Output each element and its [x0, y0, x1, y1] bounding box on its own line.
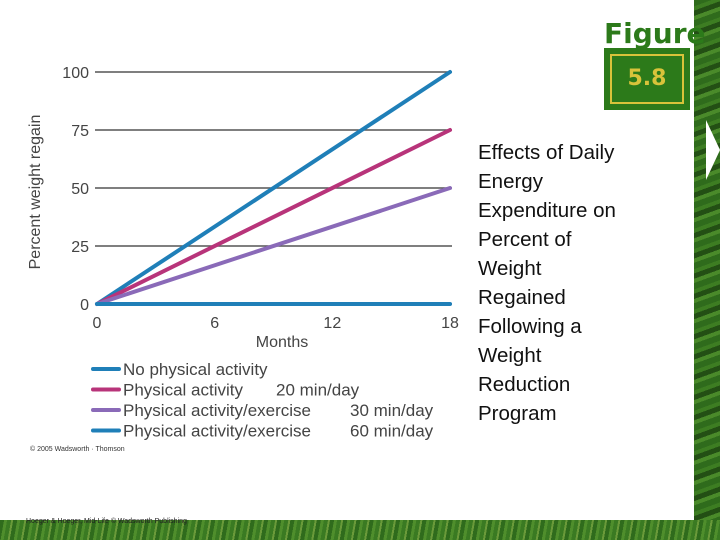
y-tick-label: 50	[71, 181, 89, 198]
y-axis-label: Percent weight regain	[27, 115, 44, 270]
x-axis-label: Months	[256, 334, 308, 351]
x-tick-label: 12	[323, 315, 341, 332]
series-line-1	[95, 70, 452, 306]
figure-caption: Effects of Daily Energy Expenditure on Perc…	[478, 138, 668, 428]
caption-line: Effects of Daily	[478, 141, 615, 164]
legend-label: Physical activity/exercise	[123, 422, 311, 441]
caption-line: Percent of	[478, 228, 572, 251]
caption-line: Expenditure on	[478, 199, 616, 222]
series-line-2	[95, 128, 452, 306]
copyright-note: © 2005 Wadsworth · Thomson	[30, 446, 125, 453]
y-tick-labels: 0 25 50 75 100	[62, 65, 89, 314]
legend-detail: 30 min/day	[350, 401, 434, 420]
border-notch-decoration	[706, 120, 720, 180]
caption-line: Regained	[478, 286, 566, 309]
chart-legend: No physical activity Physical activity 20 …	[91, 360, 434, 441]
x-tick-label: 18	[441, 315, 459, 332]
y-tick-label: 0	[80, 297, 89, 314]
series-line-3	[95, 186, 452, 306]
caption-line: Reduction	[478, 373, 571, 396]
y-tick-label: 100	[62, 65, 89, 82]
y-tick-label: 75	[71, 123, 89, 140]
series-lines	[95, 70, 452, 306]
caption-line: Following a	[478, 315, 582, 338]
caption-line: Weight	[478, 344, 542, 367]
x-tick-labels: 0 6 12 18	[93, 315, 459, 332]
x-tick-label: 0	[93, 315, 102, 332]
legend-label: No physical activity	[123, 360, 268, 379]
x-tick-label: 6	[210, 315, 219, 332]
figure-number: 5.8	[610, 54, 684, 104]
caption-line: Weight	[478, 257, 542, 280]
legend-label: Physical activity	[123, 381, 243, 400]
legend-label: Physical activity/exercise	[123, 401, 311, 420]
caption-line: Program	[478, 402, 557, 425]
grass-strip-decoration	[0, 520, 720, 540]
legend-detail: 60 min/day	[350, 422, 434, 441]
y-tick-label: 25	[71, 239, 89, 256]
figure-heading: Figure	[604, 17, 706, 50]
legend-detail: 20 min/day	[276, 381, 360, 400]
figure-number-badge: 5.8	[604, 48, 690, 110]
caption-line: Energy	[478, 170, 543, 193]
footer-credit: Hoeger & Hoeger, Mid-Life © Wadsworth Pu…	[26, 518, 187, 525]
green-border-decoration	[694, 0, 720, 540]
